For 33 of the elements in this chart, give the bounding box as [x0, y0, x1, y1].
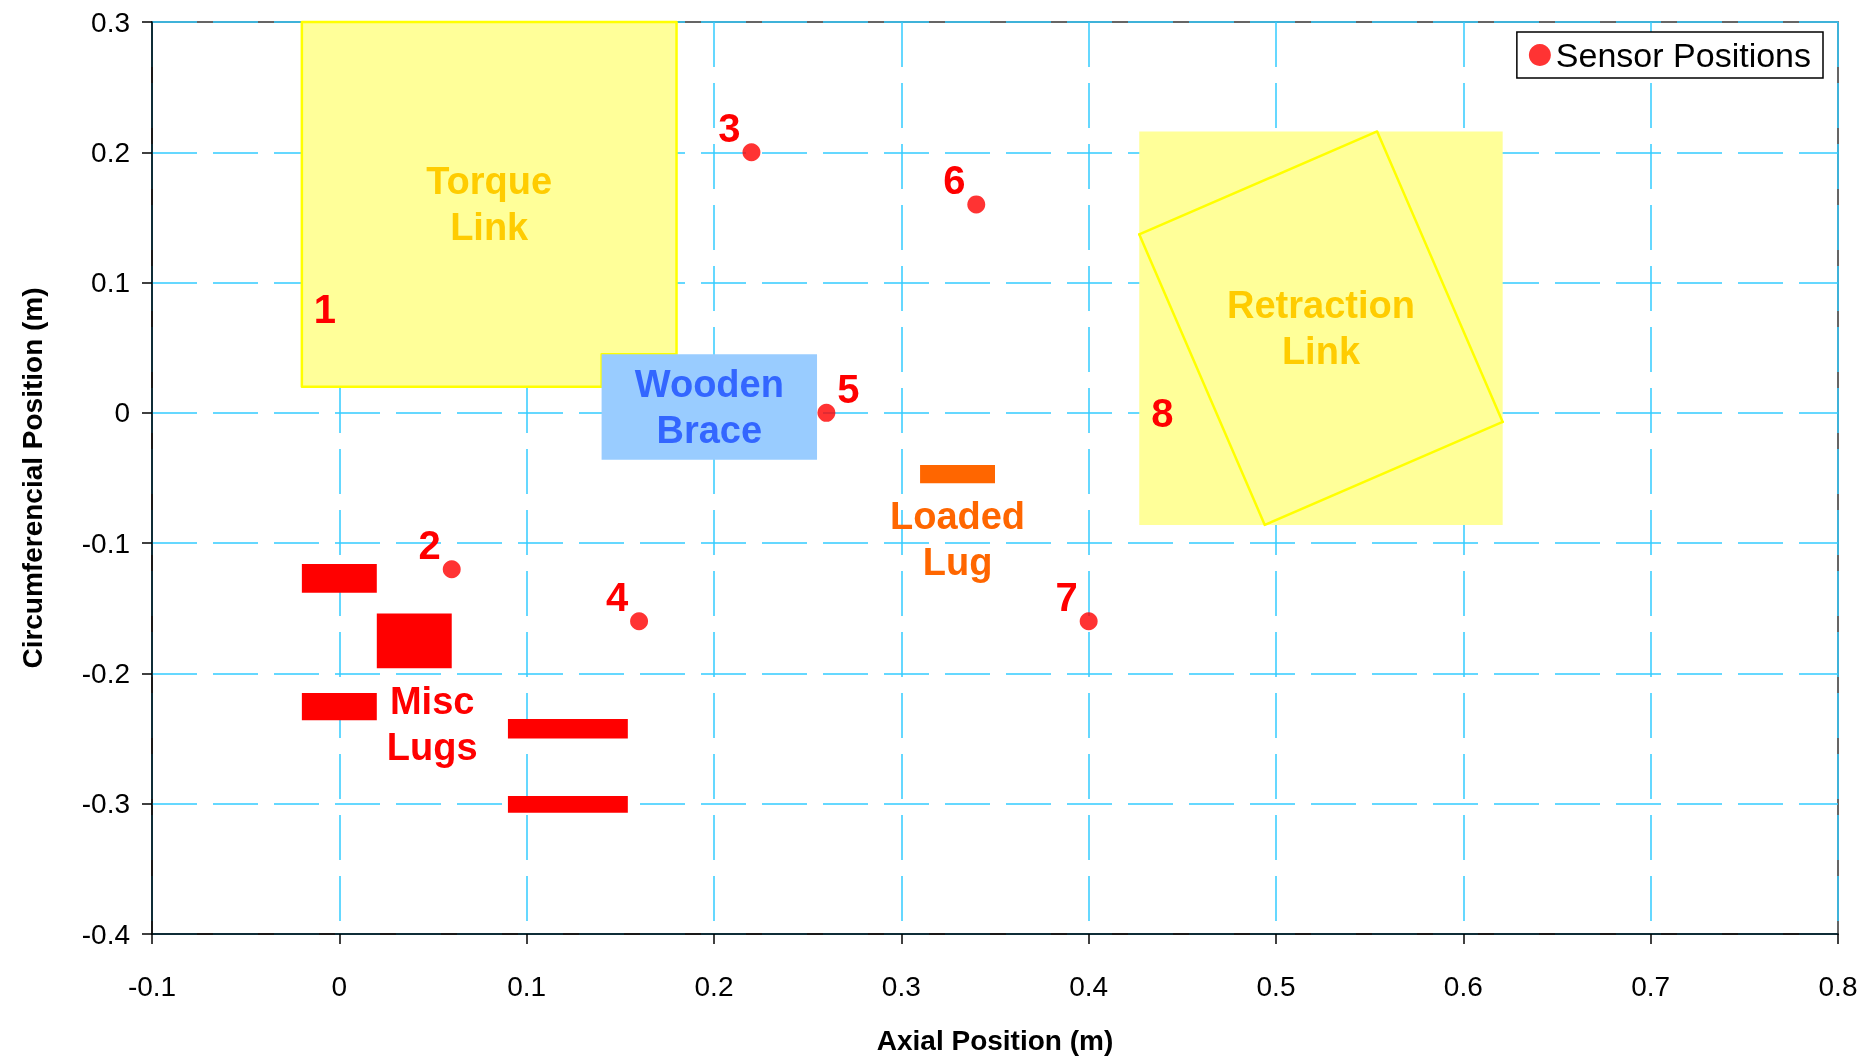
y-tick-label: -0.4: [81, 918, 130, 950]
y-tick-label: 0.3: [91, 6, 130, 38]
x-tick-label: 0.3: [881, 970, 921, 1002]
y-tick-label: 0.1: [91, 267, 130, 299]
x-tick-label: 0.6: [1443, 970, 1483, 1002]
y-tick-label: 0: [114, 397, 130, 429]
series-label: Torque Link: [426, 160, 553, 249]
series-label: Wooden Brace: [634, 362, 784, 451]
y-axis-title: Circumferencial Position (m): [16, 287, 48, 669]
x-tick-label: 0.8: [1818, 970, 1858, 1002]
annotation: 3: [718, 106, 741, 151]
x-tick-label: 0.5: [1256, 970, 1296, 1002]
annotation: 6: [943, 158, 966, 203]
x-tick-label: 0.7: [1631, 970, 1671, 1002]
annotation: 4: [605, 575, 629, 620]
x-tick-label: 0.1: [507, 970, 547, 1002]
x-tick-label: -0.1: [127, 970, 177, 1002]
x-tick-label: 0.4: [1069, 970, 1109, 1002]
x-tick-label: 0.2: [694, 970, 734, 1002]
y-tick-label: 0.2: [91, 136, 130, 168]
y-tick-label: -0.2: [81, 657, 130, 689]
series-label: Misc Lugs: [386, 680, 478, 769]
series-label: Retraction Link: [1227, 284, 1415, 373]
series-label: Loaded Lug: [889, 495, 1026, 584]
annotation: 5: [837, 366, 860, 411]
legend-label: Sensor Positions: [1555, 36, 1812, 74]
x-axis-title: Axial Position (m): [876, 1024, 1114, 1056]
y-tick-label: -0.1: [81, 527, 130, 559]
y-tick-label: -0.3: [81, 788, 130, 820]
x-tick-label: 0: [331, 970, 348, 1002]
annotation: 1: [313, 286, 337, 331]
annotation: 8: [1151, 390, 1174, 435]
annotation: 7: [1055, 575, 1078, 620]
